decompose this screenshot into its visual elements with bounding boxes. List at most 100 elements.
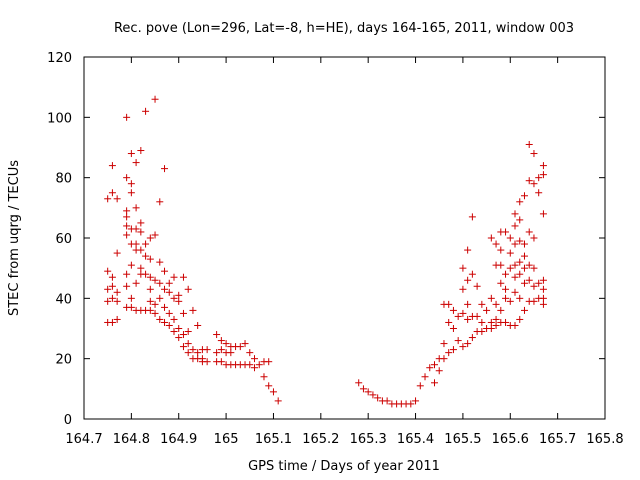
data-point	[179, 343, 187, 351]
data-point	[227, 349, 235, 357]
y-tick-label: 100	[47, 111, 72, 126]
data-point	[146, 306, 154, 314]
data-point	[468, 270, 476, 278]
x-tick-label: 165.7	[539, 432, 576, 447]
data-point	[473, 282, 481, 290]
data-point	[113, 297, 121, 305]
data-point	[123, 231, 131, 239]
data-point	[530, 297, 538, 305]
data-point	[175, 325, 183, 332]
data-point	[487, 318, 495, 326]
data-point	[539, 294, 547, 302]
data-point	[184, 340, 192, 348]
data-point	[132, 279, 140, 287]
data-point	[468, 213, 476, 221]
data-point	[459, 285, 467, 293]
data-point	[146, 285, 154, 293]
data-point	[525, 140, 533, 148]
data-point	[506, 297, 514, 305]
data-point	[449, 306, 457, 314]
data-point	[516, 198, 524, 206]
data-point	[170, 294, 178, 302]
data-point	[165, 279, 173, 287]
data-point	[123, 207, 131, 215]
data-point	[222, 340, 230, 348]
data-point	[274, 397, 282, 405]
data-point	[516, 216, 524, 224]
data-point	[113, 288, 121, 296]
data-point	[364, 388, 372, 396]
data-point	[161, 318, 169, 326]
data-point	[426, 364, 434, 372]
data-point	[127, 150, 135, 158]
y-tick-label: 20	[55, 353, 72, 368]
data-point	[525, 228, 533, 236]
data-point	[161, 267, 169, 275]
data-point	[255, 361, 263, 369]
data-point	[539, 300, 547, 308]
data-point	[217, 346, 225, 354]
data-point	[156, 294, 164, 302]
data-point	[506, 234, 514, 242]
data-point	[516, 258, 524, 266]
y-tick-label: 120	[47, 51, 72, 66]
data-point	[156, 279, 164, 287]
data-point	[127, 303, 135, 311]
data-point	[265, 382, 273, 390]
data-point	[260, 373, 268, 381]
data-point	[175, 334, 183, 342]
data-point	[511, 273, 519, 281]
data-point	[108, 162, 116, 170]
data-point	[539, 285, 547, 293]
data-point	[464, 340, 472, 348]
data-point	[539, 162, 547, 170]
data-point	[520, 264, 528, 272]
data-point	[161, 303, 169, 311]
data-point	[142, 240, 150, 248]
data-point	[539, 276, 547, 284]
x-tick-label: 164.8	[113, 432, 150, 447]
data-point	[445, 318, 453, 326]
data-point	[132, 204, 140, 212]
data-point	[123, 222, 131, 230]
data-point	[445, 349, 453, 357]
data-point	[137, 246, 145, 254]
data-point	[123, 113, 131, 121]
data-point	[194, 349, 202, 357]
data-point	[137, 228, 145, 236]
data-point	[539, 171, 547, 179]
data-point	[492, 315, 500, 323]
data-point	[440, 355, 448, 363]
x-axis-title: GPS time / Days of year 2011	[248, 459, 440, 474]
data-point	[151, 95, 159, 103]
data-point	[516, 237, 524, 245]
x-tick-label: 164.9	[160, 432, 197, 447]
x-tick-label: 165.8	[586, 432, 623, 447]
data-point	[123, 270, 131, 278]
data-point	[179, 273, 187, 281]
data-point	[445, 300, 453, 308]
data-point	[217, 358, 225, 366]
data-point	[459, 309, 467, 317]
data-point	[535, 174, 543, 182]
x-tick-label: 165.1	[255, 432, 292, 447]
data-point	[104, 195, 112, 203]
data-point	[156, 198, 164, 206]
data-point	[459, 264, 467, 272]
data-point	[421, 373, 429, 381]
data-point	[511, 222, 519, 230]
data-point	[530, 282, 538, 290]
data-point	[236, 343, 244, 351]
data-point	[161, 165, 169, 173]
data-point	[203, 358, 211, 366]
data-point	[516, 315, 524, 323]
data-point	[412, 397, 420, 405]
data-point	[530, 180, 538, 188]
data-point	[123, 282, 131, 290]
chart-title: Rec. pove (Lon=296, Lat=-8, h=HE), days …	[114, 21, 574, 36]
y-tick-label: 40	[55, 292, 72, 307]
data-point	[146, 234, 154, 242]
plot-frame	[83, 56, 606, 420]
data-point	[113, 249, 121, 257]
data-point	[416, 382, 424, 390]
